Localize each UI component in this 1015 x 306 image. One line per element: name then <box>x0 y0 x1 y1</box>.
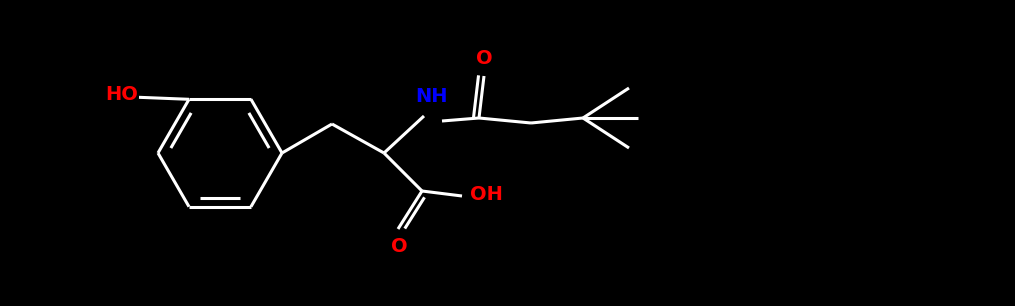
Text: O: O <box>476 48 492 68</box>
Text: O: O <box>391 237 407 256</box>
Text: HO: HO <box>106 85 138 104</box>
Text: OH: OH <box>470 185 502 203</box>
Text: NH: NH <box>416 87 449 106</box>
